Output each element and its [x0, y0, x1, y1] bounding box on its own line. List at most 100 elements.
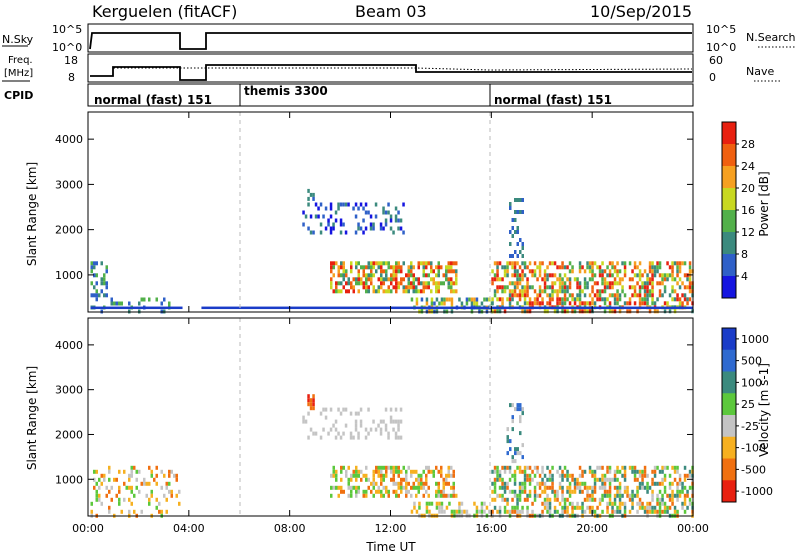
echo-cell: [653, 473, 657, 478]
echo-cell: [407, 273, 410, 278]
echo-cell: [337, 431, 340, 436]
echo-cell: [103, 277, 106, 282]
echo-cell: [355, 277, 358, 282]
echo-cell: [372, 289, 375, 294]
echo-cell: [588, 469, 592, 474]
echo-cell: [332, 423, 335, 428]
echo-cell: [658, 469, 662, 474]
echo-cell: [375, 469, 378, 474]
echo-cell: [683, 477, 687, 482]
echo-cell: [663, 277, 667, 282]
freq-tick-bottom: 8: [68, 71, 75, 84]
echo-cell: [573, 309, 577, 314]
echo-cell: [307, 226, 310, 231]
echo-cell: [561, 493, 564, 498]
echo-cell: [380, 477, 383, 482]
echo-cell: [513, 265, 517, 270]
echo-cell: [561, 289, 564, 294]
echo-cell: [312, 192, 315, 197]
echo-cell: [636, 309, 639, 314]
echo-cell: [533, 465, 537, 470]
echo-cell: [496, 297, 499, 302]
echo-cell: [385, 485, 388, 490]
echo-cell: [389, 415, 393, 420]
echo-cell: [340, 465, 343, 470]
echo-cell: [372, 477, 375, 482]
echo-cell: [516, 501, 519, 506]
echo-cell: [307, 411, 310, 416]
echo-cell: [427, 469, 430, 474]
echo-cell: [374, 202, 378, 207]
echo-cell: [618, 509, 622, 514]
nsky-tick-top: 10^5: [52, 23, 82, 36]
echo-cell: [578, 265, 582, 270]
echo-cell: [651, 297, 654, 302]
echo-cell: [673, 505, 677, 510]
echo-cell: [350, 477, 353, 482]
echo-cell: [563, 309, 567, 314]
echo-cell: [422, 261, 425, 266]
echo-cell: [443, 301, 446, 306]
echo-cell: [683, 297, 687, 302]
echo-cell: [165, 509, 168, 514]
echo-cell: [613, 501, 617, 506]
echo-cell: [362, 281, 365, 286]
echo-cell: [651, 505, 654, 510]
echo-cell: [384, 423, 388, 428]
echo-cell: [410, 297, 414, 302]
echo-cell: [571, 309, 574, 314]
echo-cell: [397, 419, 400, 424]
echo-cell: [342, 489, 345, 494]
echo-cell: [553, 273, 557, 278]
echo-cell: [397, 281, 400, 286]
echo-cell: [516, 198, 519, 202]
echo-cell: [369, 222, 373, 227]
echo-cell: [528, 285, 532, 290]
echo-cell: [367, 210, 370, 215]
echo-cell: [616, 469, 619, 474]
echo-cell: [558, 485, 562, 490]
echo-cell: [355, 261, 358, 266]
echo-cell: [332, 273, 335, 278]
echo-cell: [518, 289, 522, 294]
echo-cell: [536, 469, 539, 474]
echo-cell: [578, 505, 582, 510]
echo-cell: [546, 301, 549, 306]
echo-cell: [583, 301, 587, 306]
echo-cell: [548, 285, 552, 290]
echo-cell: [578, 269, 582, 274]
echo-cell: [330, 485, 333, 490]
echo-cell: [676, 465, 679, 470]
echo-cell: [369, 214, 373, 219]
echo-cell: [513, 289, 517, 294]
echo-cell: [523, 489, 527, 494]
echo-cell: [556, 265, 559, 270]
echo-cell: [359, 419, 363, 424]
y-tick-label: 1000: [55, 269, 83, 282]
echo-cell: [440, 281, 443, 286]
echo-cell: [553, 493, 557, 498]
echo-cell: [521, 509, 524, 514]
echo-cell: [329, 206, 333, 211]
echo-cell: [509, 202, 512, 206]
echo-cell: [676, 265, 679, 270]
echo-cell: [676, 493, 679, 498]
echo-cell: [342, 202, 345, 207]
echo-cell: [491, 469, 494, 474]
echo-cell: [576, 285, 579, 290]
echo-cell: [668, 265, 672, 270]
echo-cell: [437, 481, 440, 486]
echo-cell: [360, 477, 363, 482]
echo-cell: [521, 309, 524, 314]
echo-cell: [606, 281, 609, 286]
echo-cell: [526, 493, 529, 498]
echo-cell: [553, 489, 557, 494]
echo-cell: [543, 497, 547, 502]
echo-cell: [367, 285, 370, 290]
echo-cell: [618, 505, 622, 510]
echo-cell: [337, 485, 340, 490]
echo-cell: [668, 309, 672, 314]
echo-cell: [533, 473, 537, 478]
echo-cell: [618, 481, 622, 486]
echo-cell: [309, 192, 313, 197]
